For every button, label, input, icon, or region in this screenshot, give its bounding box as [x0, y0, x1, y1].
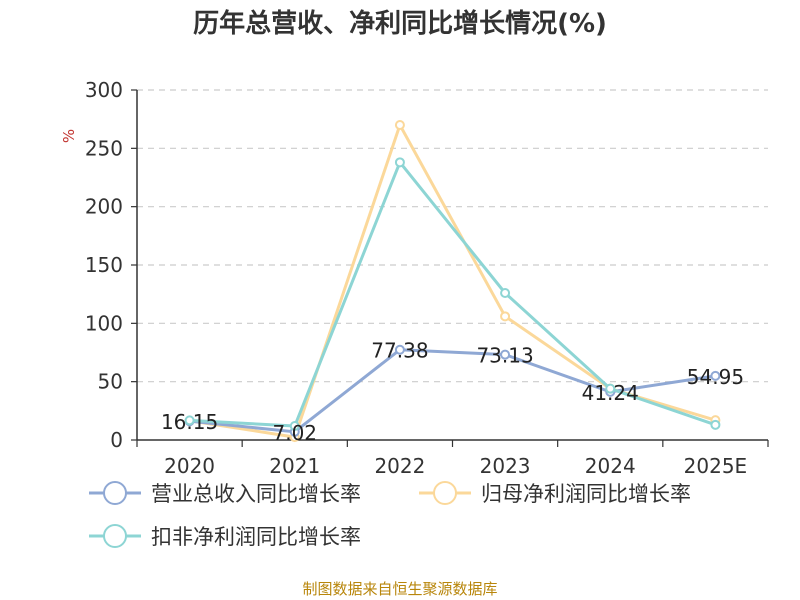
data-point-0-5[interactable]: [710, 370, 721, 381]
series-layer: [184, 120, 721, 443]
y-tick-label-100: 100: [85, 311, 123, 335]
data-label-2: 77.38: [371, 339, 428, 363]
data-label-1: 7.02: [272, 421, 317, 445]
data-point-0-2[interactable]: [394, 344, 405, 355]
data-point-0-3[interactable]: [500, 349, 511, 360]
y-tick-label-250: 250: [85, 136, 123, 160]
data-point-2-2[interactable]: [394, 157, 405, 168]
x-tick-label-2024: 2024: [585, 454, 636, 478]
data-point-2-5[interactable]: [710, 419, 721, 430]
data-label-5: 54.95: [687, 365, 744, 389]
data-label-3: 73.13: [476, 344, 533, 368]
data-point-1-2[interactable]: [394, 120, 405, 130]
x-tick-label-2023: 2023: [480, 454, 531, 478]
x-tick-label-2021: 2021: [269, 454, 320, 478]
legend-marker-2: [103, 524, 127, 548]
source-note: 制图数据来自恒生聚源数据库: [302, 580, 497, 598]
data-point-2-4[interactable]: [605, 383, 616, 394]
x-tick-label-2022: 2022: [374, 454, 425, 478]
data-labels: 16.15 7.02 77.38 73.13 41.24 54.95: [161, 339, 744, 445]
legend-item-0[interactable]: 营业总收入同比增长率: [89, 481, 361, 506]
legend-label-0: 营业总收入同比增长率: [151, 482, 361, 506]
y-tick-label-0: 0: [110, 428, 123, 452]
legend-label-1: 归母净利润同比增长率: [481, 482, 691, 506]
series-line-0: [189, 348, 716, 434]
grid: [137, 89, 768, 383]
y-axis-unit: %: [60, 129, 78, 143]
data-label-4: 41.24: [582, 381, 639, 405]
x-tick-label-2025E: 2025E: [684, 454, 748, 478]
y-tick-label-50: 50: [98, 370, 123, 394]
legend-marker-0: [103, 481, 127, 505]
series-line-2: [189, 160, 716, 428]
data-point-2-3[interactable]: [500, 288, 511, 298]
data-point-1-3[interactable]: [500, 311, 511, 322]
legend-label-2: 扣非净利润同比增长率: [151, 525, 361, 549]
data-point-2-1[interactable]: [289, 421, 300, 431]
data-label-0: 16.15: [161, 410, 218, 434]
x-tick-label-2020: 2020: [164, 454, 215, 478]
legend-item-1[interactable]: 归母净利润同比增长率: [419, 481, 691, 506]
axes: 0 50 100 150 200 250 300 2020 2021 2022 2023 2024 20…: [85, 78, 769, 478]
data-point-2-0[interactable]: [184, 415, 195, 426]
chart-title: 历年总营收、净利同比增长情况(%): [193, 8, 607, 39]
y-tick-label-300: 300: [85, 78, 123, 102]
y-tick-label-200: 200: [85, 195, 123, 219]
y-tick-label-150: 150: [85, 253, 123, 277]
legend-marker-1: [433, 481, 457, 505]
legend-item-2[interactable]: 扣非净利润同比增长率: [89, 524, 361, 549]
